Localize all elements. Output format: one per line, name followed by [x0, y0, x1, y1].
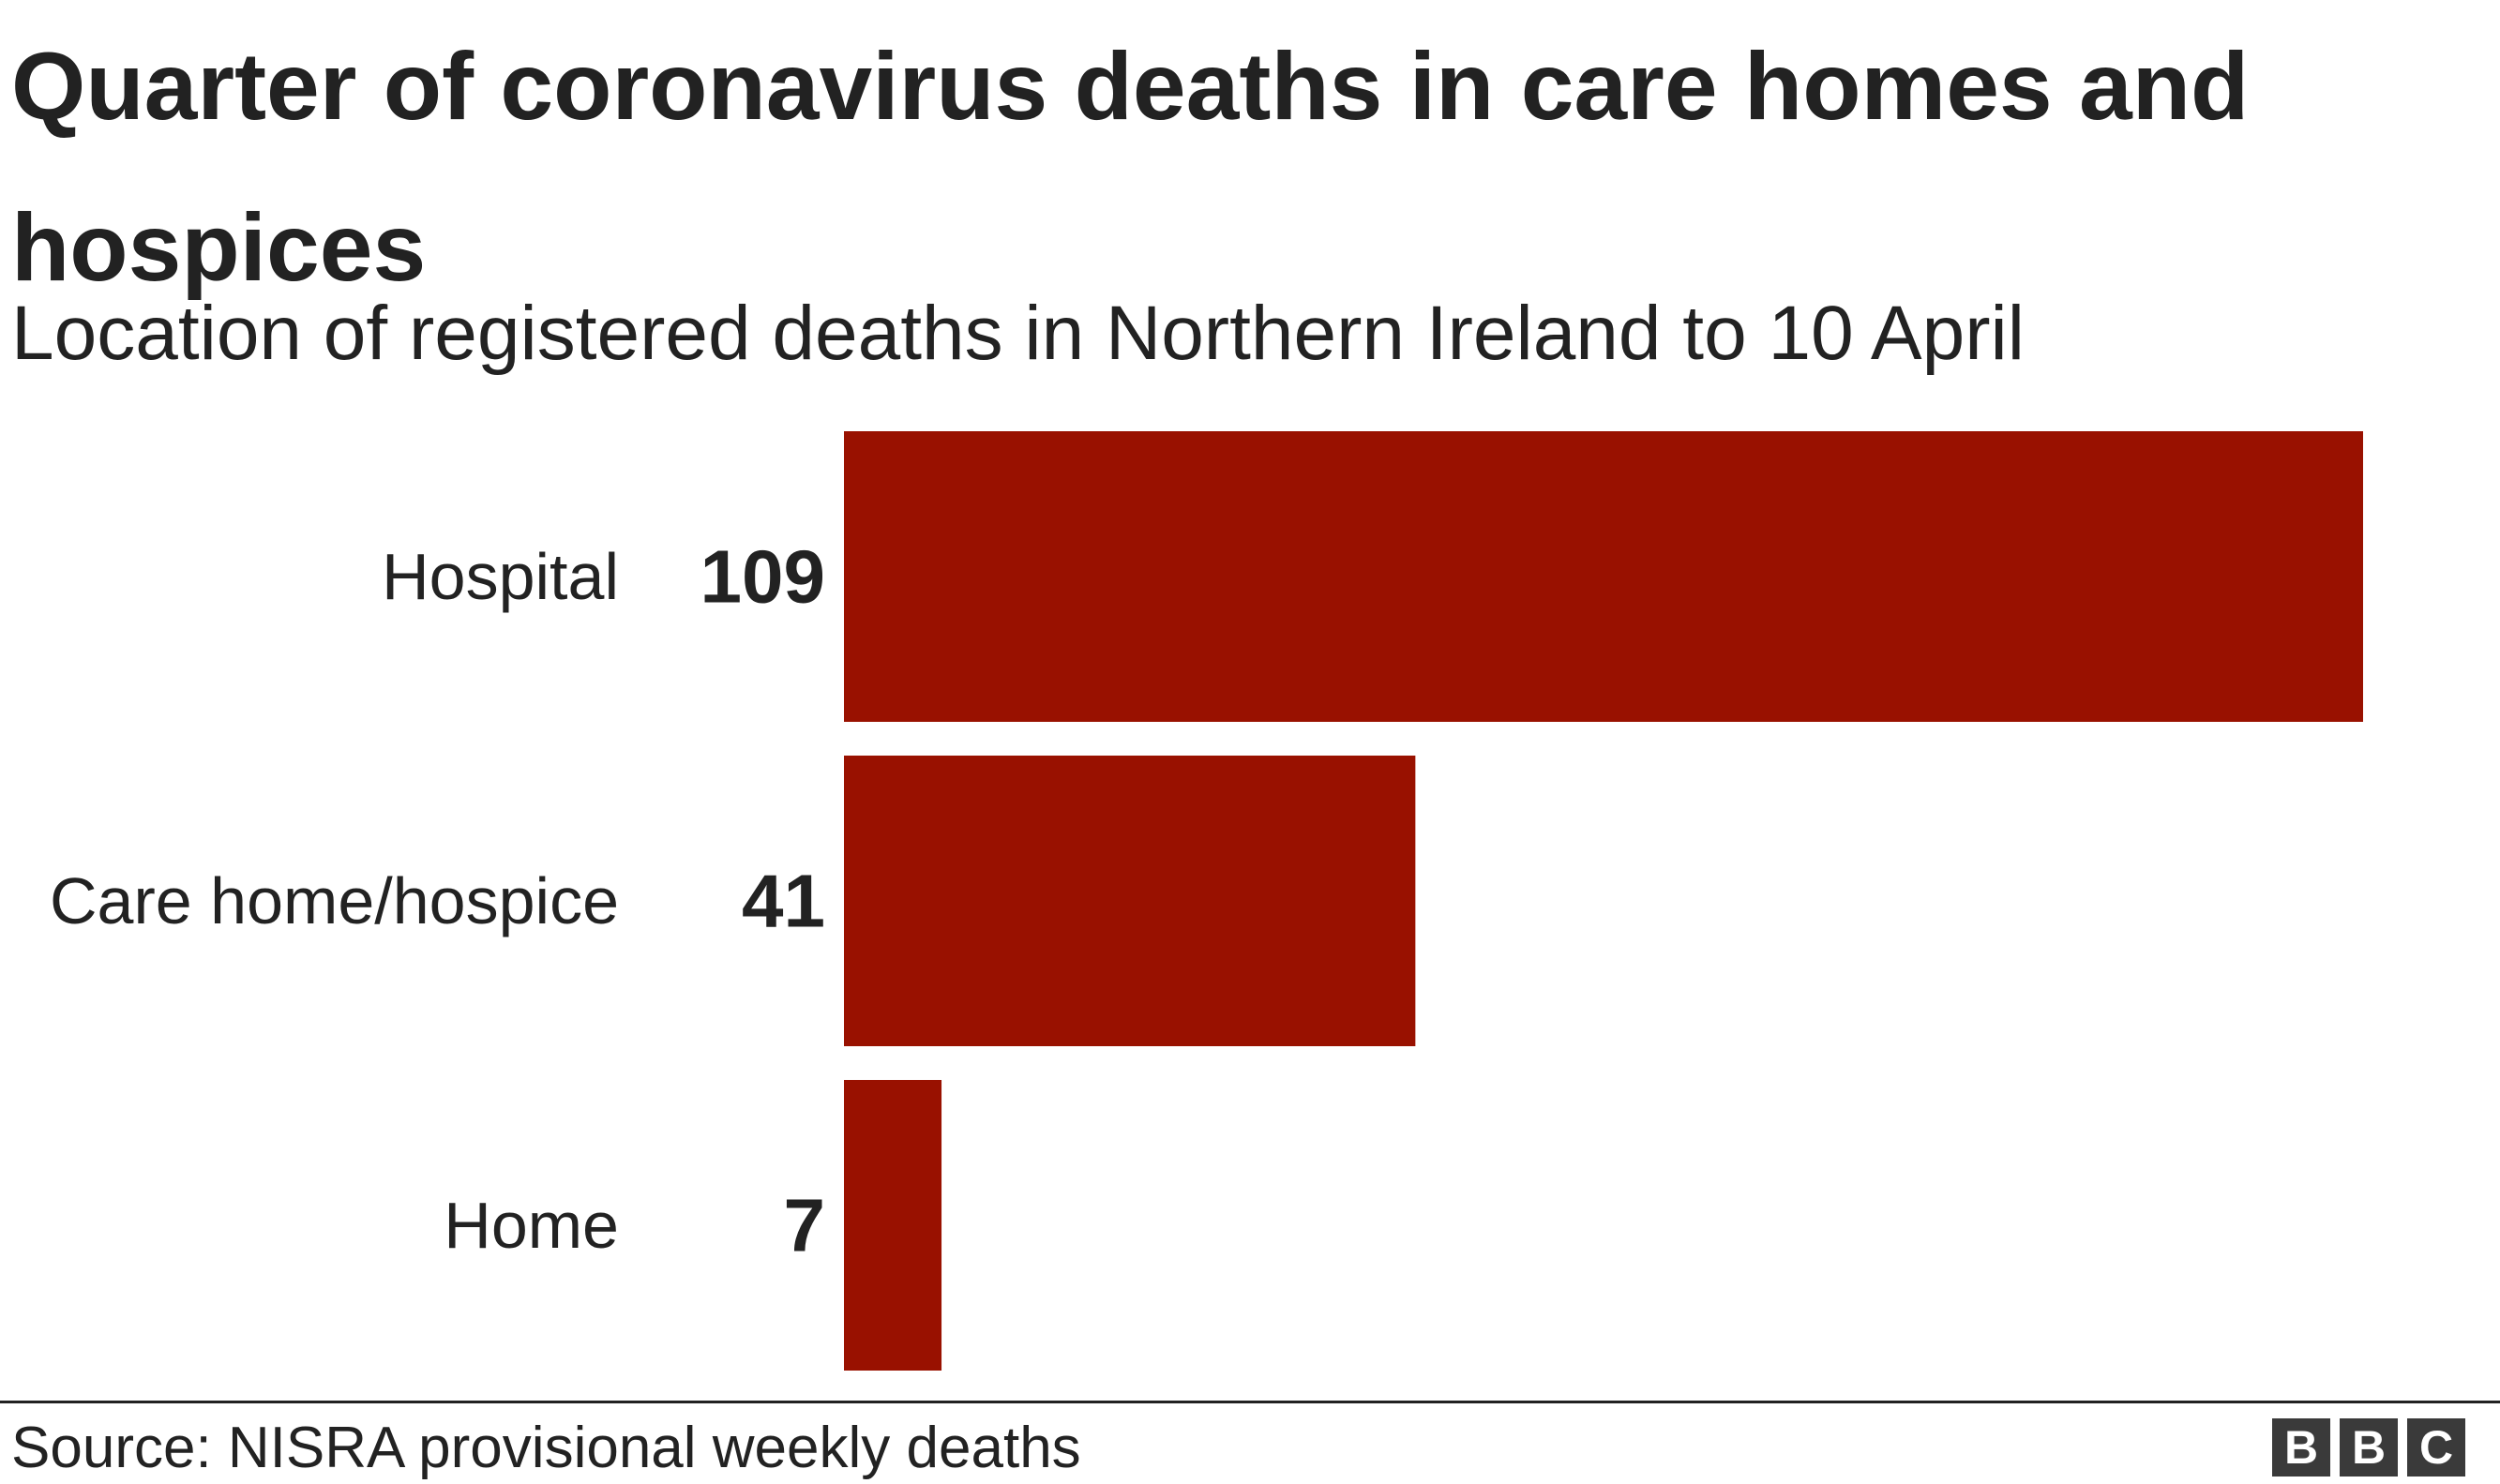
- bar-care-home-hospice: [844, 756, 1416, 1046]
- category-label: Home: [444, 1189, 619, 1262]
- category-label: Hospital: [382, 540, 619, 613]
- source-note: Source: NISRA provisional weekly deaths: [11, 1416, 1081, 1480]
- bbc-logo-letter: B: [2272, 1418, 2330, 1477]
- data-label: 41: [742, 860, 825, 943]
- footer-divider: [0, 1401, 2500, 1403]
- bar-chart: 109 Hospital 41 Care home/hospice 7 Home: [50, 431, 2363, 1371]
- bbc-logo-letter: B: [2340, 1418, 2398, 1477]
- chart-subtitle: Location of registered deaths in Norther…: [11, 291, 2025, 376]
- category-label: Care home/hospice: [50, 864, 619, 937]
- bar-hospital: [844, 431, 2363, 722]
- data-label: 109: [700, 535, 825, 619]
- bbc-logo-letter: C: [2407, 1418, 2465, 1477]
- bbc-logo: B B C: [2272, 1418, 2465, 1477]
- data-label: 7: [784, 1184, 826, 1267]
- chart-title: Quarter of coronavirus deaths in care ho…: [11, 33, 2250, 301]
- bar-home: [844, 1080, 942, 1371]
